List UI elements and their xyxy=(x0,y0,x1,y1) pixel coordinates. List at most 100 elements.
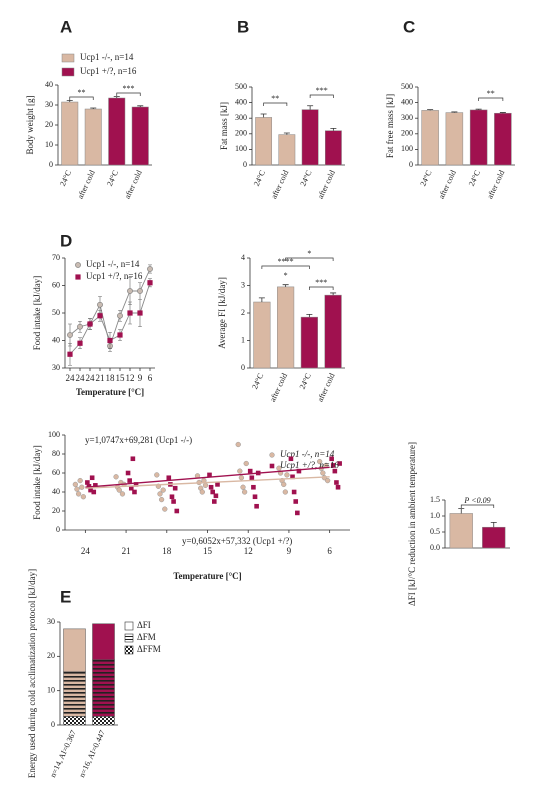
point xyxy=(88,487,93,493)
point xyxy=(337,461,342,466)
x-tick-label: after cold xyxy=(76,169,97,200)
bar xyxy=(482,526,506,549)
point xyxy=(130,456,136,462)
error-bar xyxy=(330,292,337,296)
point xyxy=(251,484,256,490)
point xyxy=(127,310,133,316)
bar xyxy=(253,301,271,369)
point xyxy=(276,465,282,471)
bar xyxy=(324,130,342,166)
point xyxy=(284,472,290,478)
x-tick-label: 9 xyxy=(138,373,143,383)
y-tick-label: 0 xyxy=(241,363,245,372)
error-bar xyxy=(90,107,97,109)
x-tick-label: after cold xyxy=(123,169,144,200)
significance-bracket xyxy=(309,286,334,290)
fit-line xyxy=(85,466,330,488)
point xyxy=(128,485,134,491)
x-tick-label: 24°C xyxy=(250,372,265,391)
point xyxy=(79,484,85,490)
y-axis-label: Fat free mass [kJ] xyxy=(385,94,395,158)
x-tick-label: 24 xyxy=(86,373,96,383)
y-tick-label: 3 xyxy=(241,280,245,289)
bar xyxy=(445,112,464,166)
point xyxy=(133,482,139,487)
y-tick-label: 40 xyxy=(52,335,60,344)
point xyxy=(171,499,176,504)
legend-marker xyxy=(269,463,275,469)
y-tick-label: 0 xyxy=(51,720,55,729)
x-tick-label: after cold xyxy=(316,372,337,403)
point xyxy=(169,494,175,500)
bar xyxy=(494,112,512,166)
x-tick-label: 24°C xyxy=(252,169,267,188)
y-tick-label: 80 xyxy=(52,449,60,458)
y-tick-label: 0 xyxy=(409,160,413,169)
significance-label: ** xyxy=(78,88,86,97)
point xyxy=(291,489,297,495)
significance-label: * xyxy=(307,249,311,258)
point xyxy=(282,489,288,495)
bar xyxy=(449,513,473,549)
point xyxy=(172,485,178,491)
x-tick-label: 9 xyxy=(287,546,292,556)
point xyxy=(208,484,214,490)
point xyxy=(67,351,73,357)
panel-letter: E xyxy=(60,587,71,606)
y-tick-label: 100 xyxy=(235,144,247,153)
legend-swatch xyxy=(61,67,75,77)
point xyxy=(97,301,103,308)
error-bar xyxy=(451,111,458,113)
y-tick-label: 500 xyxy=(235,82,247,91)
x-tick-label: 24°C xyxy=(298,372,313,391)
bar xyxy=(131,106,149,166)
bar-segment xyxy=(63,671,86,717)
legend-label: Ucp1 +/?, n=16 xyxy=(280,460,339,470)
point xyxy=(77,340,83,346)
point xyxy=(320,470,326,476)
x-tick-label: after cold xyxy=(316,169,337,200)
point xyxy=(127,478,132,483)
y-tick-label: 100 xyxy=(48,430,60,439)
y-tick-label: 1.0 xyxy=(430,511,440,520)
y-axis-label: Average FI [kJ/day] xyxy=(217,277,227,349)
legend-label: Ucp1 -/-, n=14 xyxy=(80,52,134,62)
point xyxy=(295,510,300,516)
point xyxy=(293,499,299,504)
y-tick-label: 40 xyxy=(52,487,60,496)
point xyxy=(212,499,217,504)
bar-segment xyxy=(92,659,115,717)
legend-marker xyxy=(75,274,81,280)
bar xyxy=(84,108,102,166)
significance-bracket xyxy=(261,265,310,269)
y-tick-label: 1.5 xyxy=(430,495,440,504)
significance-bracket xyxy=(69,96,94,100)
significance-bracket xyxy=(116,92,141,96)
y-tick-label: 2 xyxy=(241,308,245,317)
x-tick-label: 12 xyxy=(126,373,135,383)
point xyxy=(74,486,80,492)
y-tick-label: 400 xyxy=(235,97,247,106)
bar xyxy=(469,109,488,166)
point xyxy=(202,482,209,489)
point xyxy=(137,310,143,316)
x-tick-label: 24 xyxy=(66,373,76,383)
point xyxy=(247,468,253,474)
panel-letter: C xyxy=(403,17,415,36)
bar xyxy=(277,286,295,369)
point xyxy=(249,475,255,481)
panel-letter: D xyxy=(60,231,72,250)
point xyxy=(158,496,165,503)
x-tick-label: 12 xyxy=(244,546,253,556)
legend-swatch xyxy=(61,53,75,63)
point xyxy=(241,489,248,495)
point xyxy=(207,472,212,478)
y-axis-label: Body weight [g] xyxy=(25,96,35,155)
y-tick-label: 10 xyxy=(45,140,53,149)
y-tick-label: 200 xyxy=(235,129,247,138)
y-tick-label: 30 xyxy=(45,100,53,109)
point xyxy=(235,441,241,448)
y-tick-label: 10 xyxy=(47,685,55,694)
point xyxy=(97,313,103,319)
